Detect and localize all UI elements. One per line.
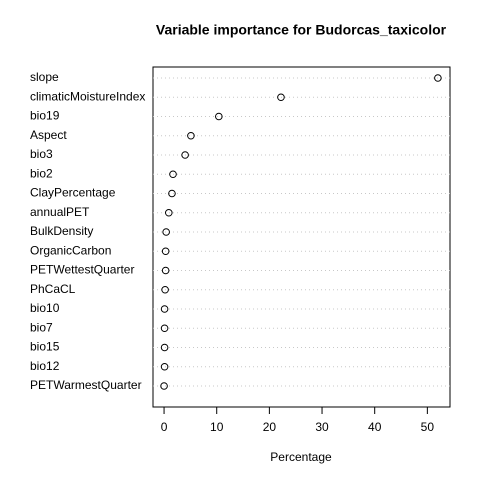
dot [161,266,170,275]
dot [187,131,195,140]
dot [434,74,442,82]
y-tick-label: PhCaCL [30,282,76,296]
dot [215,112,223,121]
x-tick-label: 30 [315,420,329,434]
x-tick-label: 10 [210,420,224,434]
y-tick-label: PETWettestQuarter [30,263,134,277]
y-tick-label: bio15 [30,340,60,354]
y-tick-label: climaticMoistureIndex [30,89,145,103]
x-tick-label: 40 [368,420,382,434]
x-tick-label: 0 [161,420,168,434]
dot [161,285,169,294]
x-tick-label: 50 [421,420,435,434]
dot [168,189,176,198]
y-tick-label: slope [30,70,59,84]
plot-frame [152,66,451,408]
dot [277,93,285,102]
y-tick-label: OrganicCarbon [30,243,111,257]
dot [181,151,189,159]
y-tick-label: Aspect [30,128,67,142]
dot [169,170,177,179]
dot [160,343,169,352]
y-tick-label: bio19 [30,109,60,123]
y-tick-label: PETWarmestQuarter [30,378,142,392]
y-tick-label: bio12 [30,359,60,373]
y-tick-label: ClayPercentage [30,186,116,200]
dot [160,305,169,313]
dot [160,382,168,390]
y-tick-label: bio2 [30,166,53,180]
dot [162,228,170,236]
dot [161,247,170,256]
dot [160,324,169,333]
x-axis-label: Percentage [270,450,332,464]
chart-title: Variable importance for Budorcas_taxicol… [156,22,447,38]
y-tick-label: bio3 [30,147,53,161]
y-tick-label: BulkDensity [30,224,93,238]
y-tick-label: bio10 [30,301,60,315]
x-tick-label: 20 [263,420,277,434]
y-tick-label: bio7 [30,320,53,334]
dot [164,208,173,217]
y-tick-label: annualPET [30,205,90,219]
dot [160,362,169,371]
